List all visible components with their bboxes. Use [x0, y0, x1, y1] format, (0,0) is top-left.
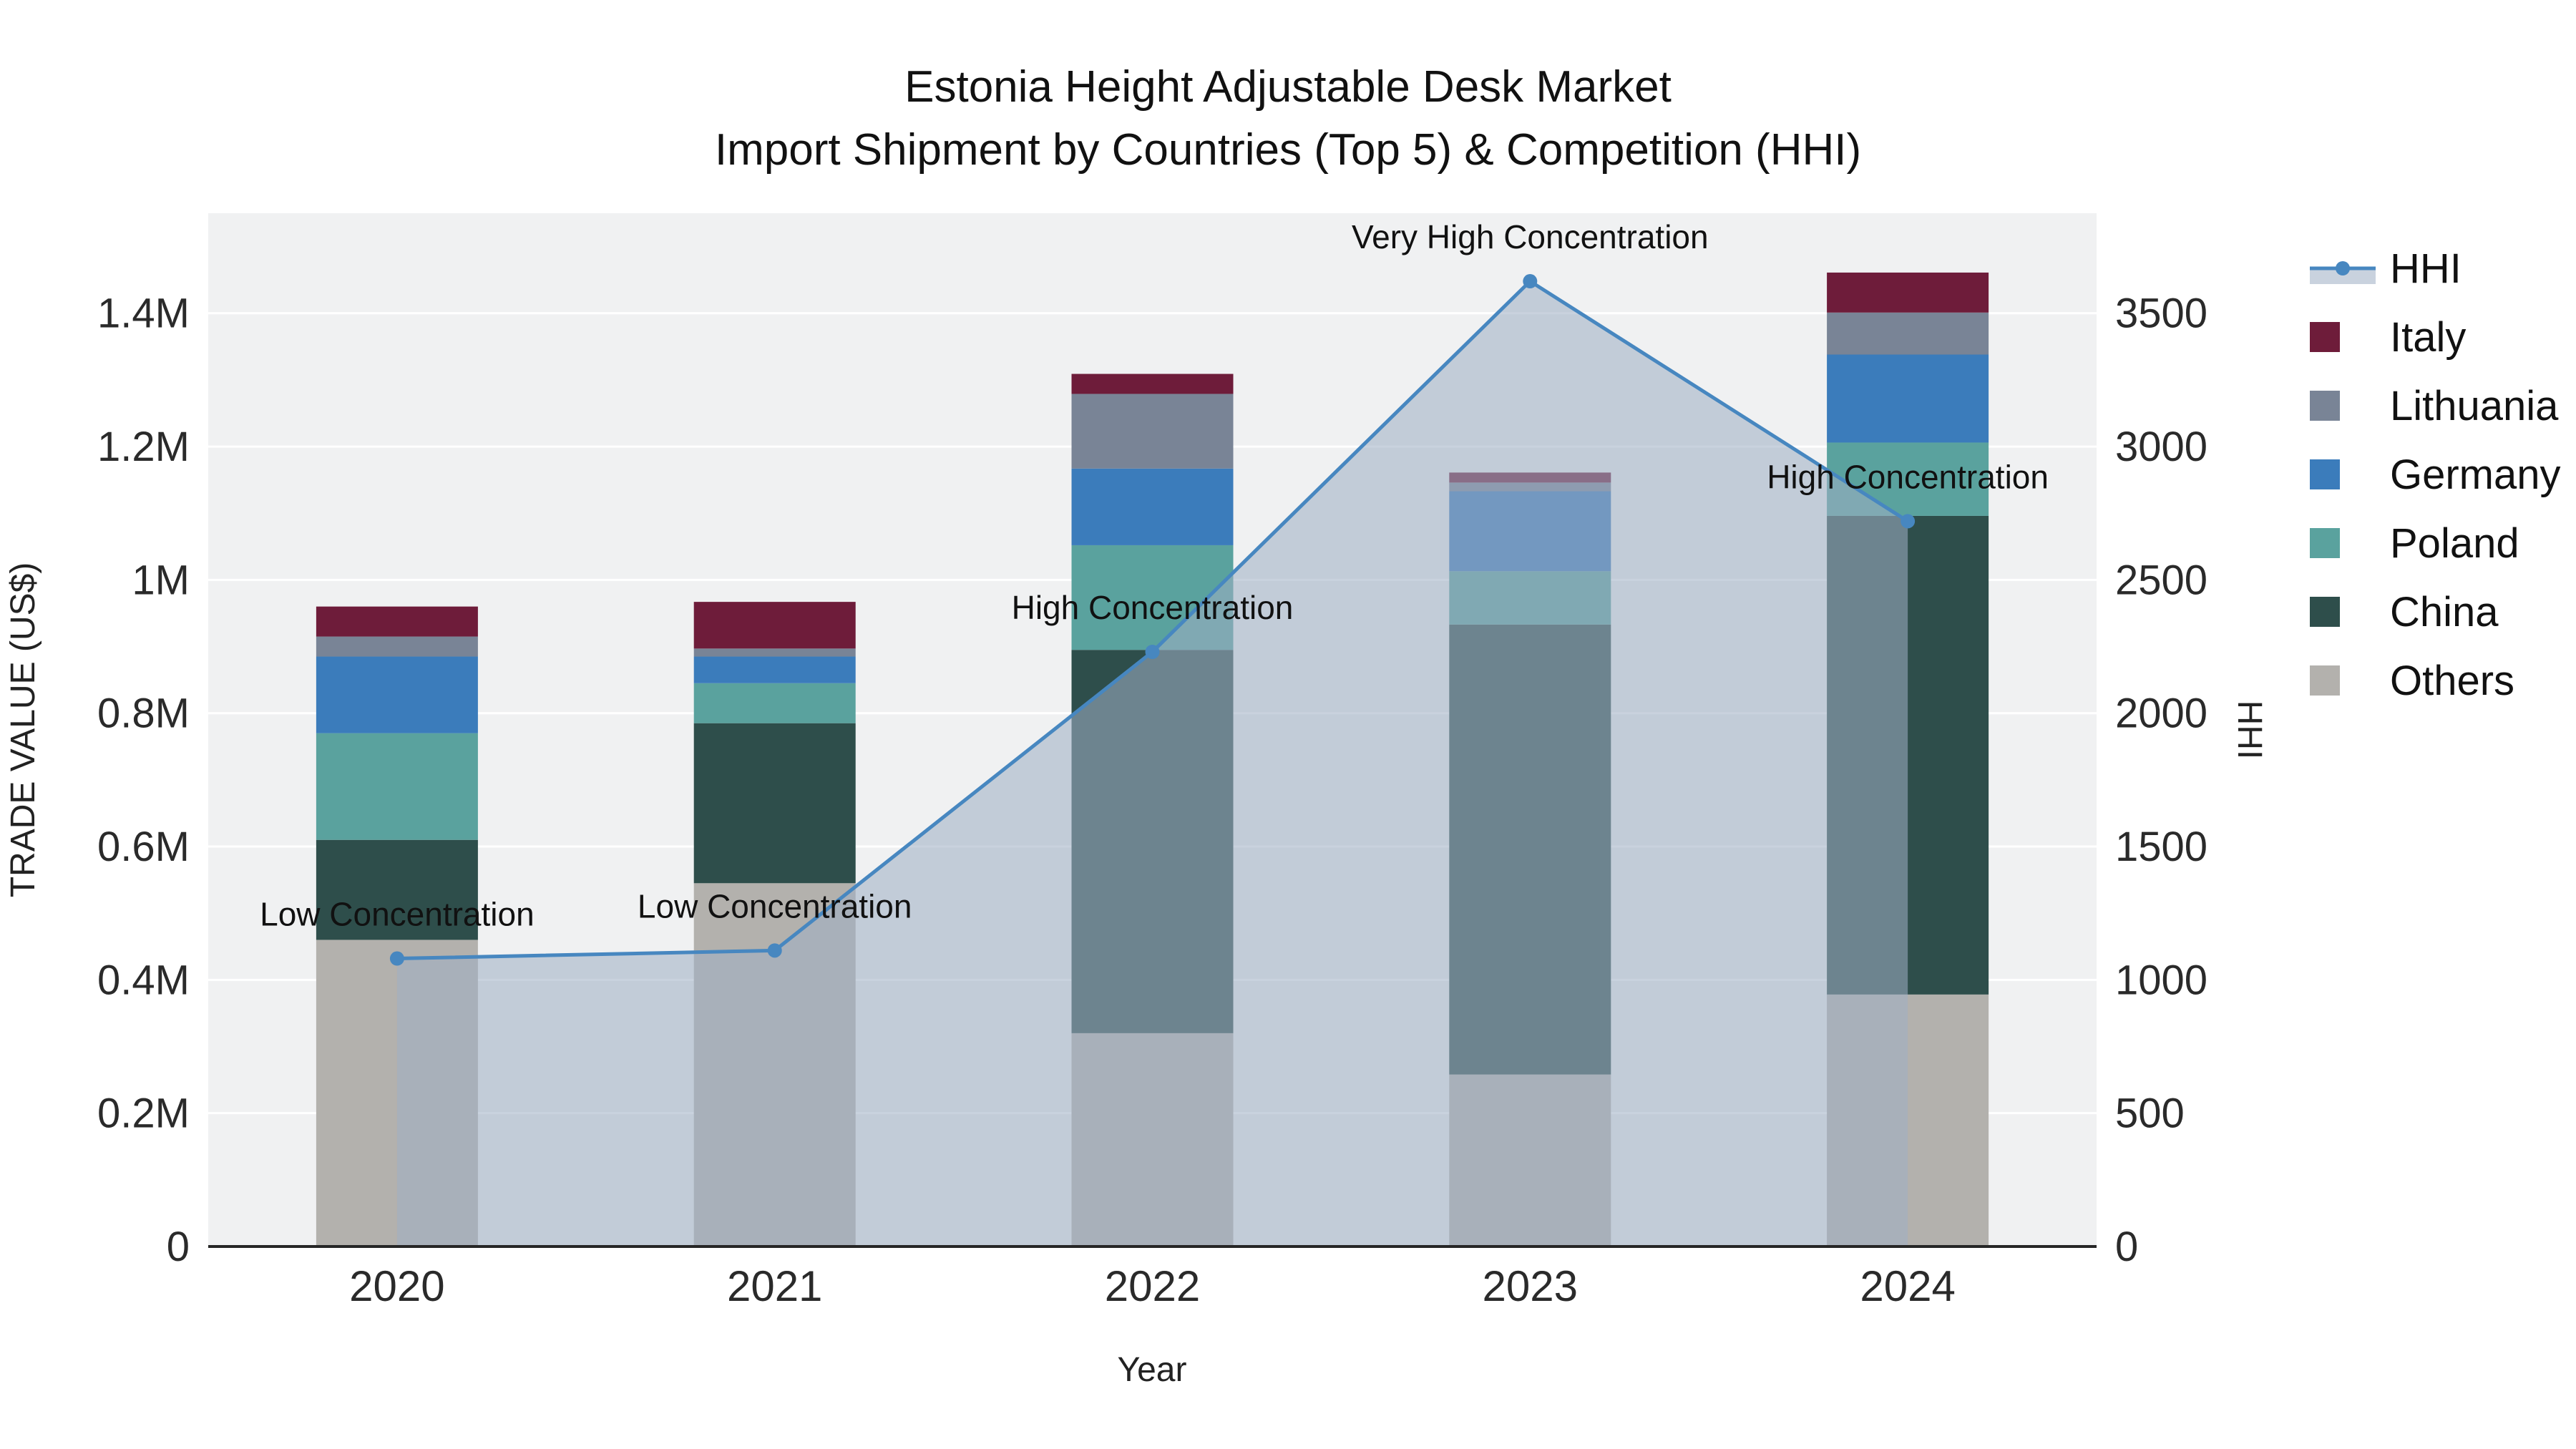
x-tick-label: 2023 — [1483, 1262, 1578, 1310]
hhi-marker-2024 — [1901, 514, 1916, 529]
x-tick-label: 2022 — [1105, 1262, 1200, 1310]
x-tick-label: 2021 — [727, 1262, 822, 1310]
chart-legend: HHI Italy Lithuania Germany Poland China Other… — [2310, 245, 2561, 704]
bar-segment-italy-2021 — [693, 602, 856, 649]
y-left-tick-label: 0 — [167, 1224, 190, 1270]
y-right-tick-label: 3000 — [2115, 424, 2207, 470]
legend-label-others: Others — [2390, 658, 2514, 704]
bar-segment-poland-2020 — [316, 733, 478, 840]
bar-segment-china-2021 — [693, 723, 856, 884]
y-right-tick-label: 3500 — [2115, 291, 2207, 337]
hhi-marker-2020 — [389, 951, 404, 966]
bar-segment-lithuania-2024 — [1827, 312, 1989, 355]
legend-item-lithuania[interactable]: Lithuania — [2310, 383, 2559, 429]
y-right-tick-label: 1500 — [2115, 824, 2207, 870]
x-tick-label: 2020 — [349, 1262, 444, 1310]
y-right-tick-label: 2000 — [2115, 691, 2207, 737]
y-left-tick-label: 0.8M — [97, 691, 190, 737]
legend-item-hhi[interactable]: HHI — [2310, 245, 2462, 292]
legend-item-germany[interactable]: Germany — [2310, 452, 2561, 498]
annotation: High Concentration — [1012, 589, 1294, 626]
bar-segment-germany-2024 — [1827, 354, 1989, 443]
bar-segment-china-2020 — [316, 839, 478, 940]
hhi-marker-2023 — [1523, 274, 1538, 289]
hhi-marker-2021 — [767, 943, 782, 958]
annotation: High Concentration — [1767, 458, 2049, 495]
y-left-axis-title: TRADE VALUE (US$) — [4, 562, 42, 898]
chart-title-line1: Estonia Height Adjustable Desk Market — [904, 62, 1672, 112]
y-left-tick-label: 0.2M — [97, 1091, 190, 1137]
y-right-tick-label: 2500 — [2115, 557, 2207, 603]
plot-layer: 0 0.2M 0.4M 0.6M 0.8M 1M 1.2M 1.4M 0 500 1000 1500 2… — [97, 213, 2207, 1310]
y-left-tick-label: 1M — [132, 557, 190, 603]
y-right-tick-label: 500 — [2115, 1091, 2185, 1137]
legend-item-italy[interactable]: Italy — [2310, 314, 2466, 361]
bar-segment-italy-2020 — [316, 606, 478, 637]
annotation: Low Concentration — [260, 896, 535, 933]
y-left-tick-label: 1.4M — [97, 291, 190, 337]
legend-swatch-others — [2310, 665, 2340, 696]
bar-segment-lithuania-2021 — [693, 648, 856, 657]
annotation: Low Concentration — [638, 887, 912, 924]
hhi-area-fill — [396, 281, 1908, 1246]
bar-segment-lithuania-2022 — [1071, 394, 1234, 469]
legend-label-lithuania: Lithuania — [2390, 383, 2559, 429]
bar-segment-poland-2021 — [693, 683, 856, 723]
y-left-tick-label: 0.4M — [97, 957, 190, 1003]
legend-label-germany: Germany — [2390, 452, 2561, 498]
legend-label-hhi: HHI — [2390, 245, 2462, 292]
legend-swatch-china — [2310, 597, 2340, 627]
legend-item-poland[interactable]: Poland — [2310, 520, 2519, 567]
bar-segment-lithuania-2020 — [316, 636, 478, 657]
legend-item-china[interactable]: China — [2310, 589, 2499, 635]
y-right-tick-label: 0 — [2115, 1224, 2138, 1270]
annotation: Very High Concentration — [1352, 218, 1709, 255]
x-tick-label: 2024 — [1860, 1262, 1955, 1310]
bar-segment-germany-2022 — [1071, 468, 1234, 545]
x-axis-title: Year — [1118, 1351, 1187, 1389]
legend-swatch-lithuania — [2310, 391, 2340, 421]
y-left-tick-label: 1.2M — [97, 424, 190, 470]
legend-swatch-poland — [2310, 528, 2340, 558]
legend-label-poland: Poland — [2390, 520, 2519, 567]
bar-segment-italy-2022 — [1071, 374, 1234, 394]
legend-label-china: China — [2390, 589, 2499, 635]
y-right-tick-label: 1000 — [2115, 957, 2207, 1003]
legend-hhi-marker-sample — [2336, 261, 2350, 275]
chart-title-line2: Import Shipment by Countries (Top 5) & C… — [715, 125, 1861, 175]
legend-swatch-italy — [2310, 322, 2340, 352]
legend-item-others[interactable]: Others — [2310, 658, 2514, 704]
hhi-marker-2022 — [1145, 645, 1160, 660]
bar-segment-germany-2021 — [693, 656, 856, 683]
legend-label-italy: Italy — [2390, 314, 2466, 361]
legend-swatch-germany — [2310, 459, 2340, 489]
y-left-tick-label: 0.6M — [97, 824, 190, 870]
y-right-axis-title: HHI — [2230, 701, 2268, 760]
bar-segment-germany-2020 — [316, 656, 478, 733]
bar-segment-italy-2024 — [1827, 272, 1989, 313]
